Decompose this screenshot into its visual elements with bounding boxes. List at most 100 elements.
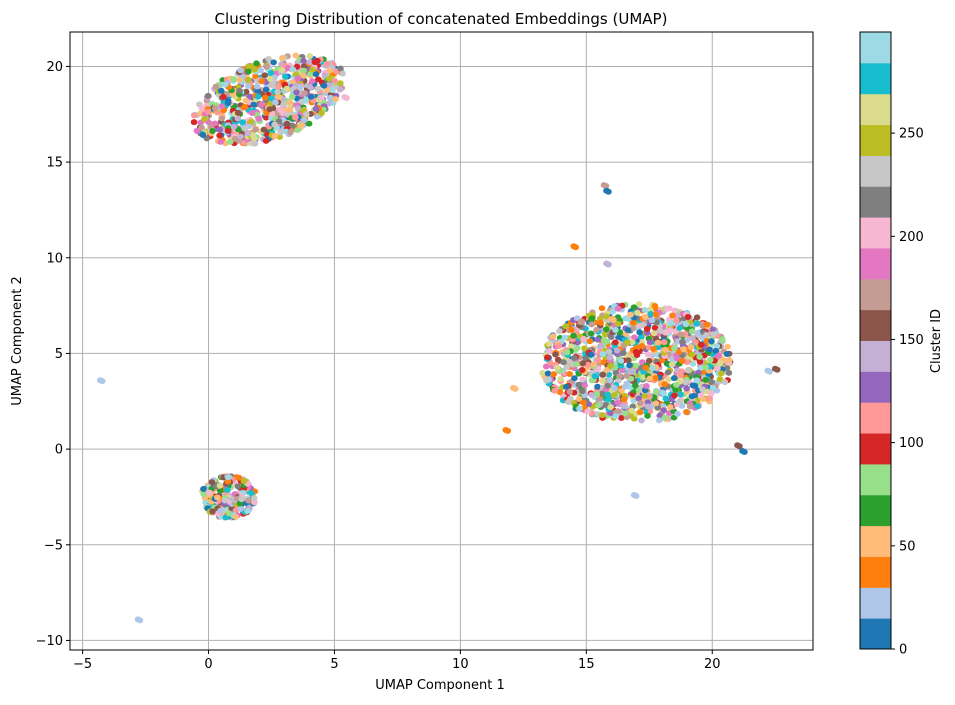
scatter-point [624,327,632,334]
scatter-point [252,126,259,133]
scatter-point [662,395,670,402]
scatter-point [639,359,646,366]
scatter-point [307,93,315,100]
scatter-point [597,342,605,349]
scatter-point [251,135,258,142]
scatter-point [331,78,339,85]
scatter-point [693,314,701,321]
scatter-point [230,76,238,83]
scatter-point [201,116,208,123]
scatter-point [221,497,229,504]
chart-title: Clustering Distribution of concatenated … [215,10,668,28]
scatter-point [266,106,274,113]
scatter-point [200,485,207,492]
scatter-point [293,89,300,96]
scatter-point [232,507,240,514]
x-tick-label: 15 [578,657,595,672]
scatter-point [579,376,586,383]
scatter-point [200,491,208,498]
scatter-point [653,388,660,395]
scatter-point [587,351,595,358]
scatter-point [618,414,625,421]
scatter-point [294,75,301,82]
scatter-point [267,69,275,76]
scatter-point [604,391,612,398]
scatter-point [636,329,643,336]
scatter-point [766,368,773,375]
scatter-point [677,372,684,379]
scatter-point [648,317,656,324]
scatter-point [605,188,612,195]
scatter-point [504,427,512,434]
scatter-point [579,366,586,373]
colorbar-segment [860,62,891,95]
scatter-point [300,67,307,74]
scatter-point [661,414,669,421]
scatter-point [261,72,268,79]
colorbar-frame [859,31,892,650]
scatter-point [689,360,697,367]
scatter-point [594,336,602,343]
scatter-point [275,94,283,101]
scatter-point [265,55,272,62]
scatter-point [305,120,313,127]
scatter-point [597,319,605,326]
scatter-point [324,60,331,67]
scatter-point [619,367,626,374]
scatter-point [337,80,344,87]
scatter-point [611,385,618,392]
scatter-point [641,313,649,320]
scatter-point [622,410,629,417]
scatter-point [642,364,650,371]
scatter-point [614,320,622,327]
scatter-point [563,349,571,356]
scatter-point [566,370,574,377]
y-tick-label: 0 [55,443,63,458]
scatter-point [650,346,657,353]
scatter-point [224,97,232,104]
scatter-point [309,66,316,73]
scatter-point [248,490,255,497]
scatter-point [643,382,650,389]
scatter-point [562,323,570,330]
scatter-point [702,364,710,371]
scatter-point [702,376,710,383]
scatter-point [272,99,279,106]
scatter-point [314,85,322,92]
scatter-point [624,339,631,346]
colorbar-tick-label: 50 [899,539,916,554]
scatter-point [605,371,613,378]
scatter-point [546,340,553,347]
x-tick-label: −5 [73,657,92,672]
scatter-point [684,367,692,374]
scatter-point [248,110,256,117]
colorbar-segment [860,525,891,557]
scatter-point [300,72,307,79]
scatter-point [696,353,703,360]
scatter-point [652,400,660,407]
scatter-point [555,342,563,349]
scatter-point [511,385,519,392]
scatter-point [251,140,259,147]
scatter-point [668,361,676,368]
scatter-point [567,326,575,333]
scatter-point [318,110,325,117]
scatter-point [572,346,579,353]
scatter-point [306,53,314,60]
scatter-point [198,104,206,111]
scatter-point [670,375,678,382]
scatter-point [607,404,614,411]
scatter-point [677,391,684,398]
x-tick-label: 10 [452,657,469,672]
scatter-point [270,59,277,66]
scatter-point [572,244,580,251]
colorbar-segment [860,217,891,249]
scatter-point [221,81,229,88]
scatter-point [289,66,297,73]
scatter-point [575,395,583,402]
scatter-point [606,377,614,384]
scatter-point [262,86,270,93]
scatter-point [590,361,598,368]
scatter-point [636,409,644,416]
scatter-point [641,306,649,313]
